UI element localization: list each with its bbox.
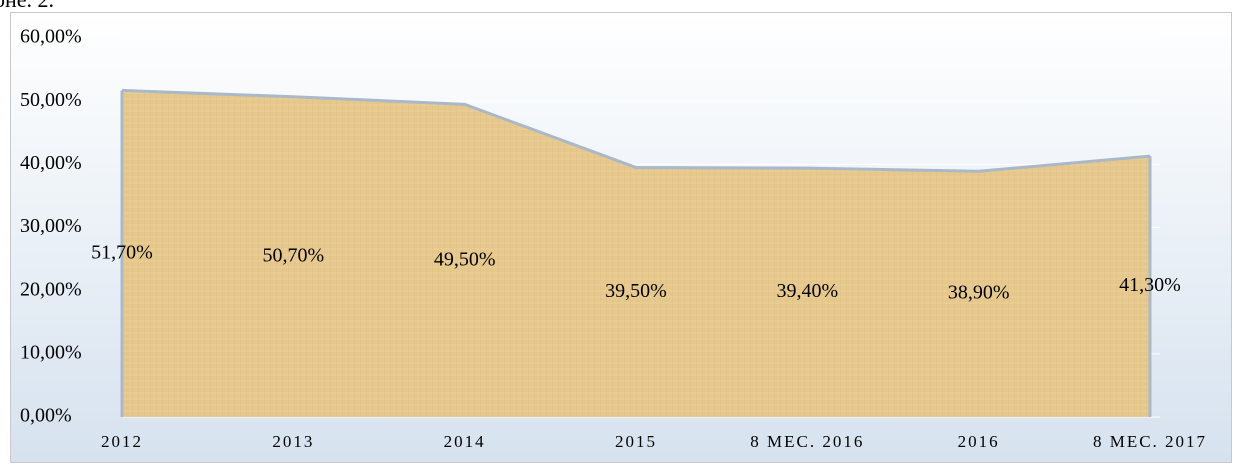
y-tick-label: 60,00%	[20, 26, 82, 48]
plot	[120, 88, 1152, 417]
x-tick-label: 8 MEC. 2017	[1093, 432, 1207, 451]
y-tick-label: 0,00%	[20, 405, 72, 427]
labels: 0,00% 10,00% 20,00% 30,00% 40,00% 50,00% 60,00…	[20, 26, 1207, 451]
x-tick-label: 2012	[101, 432, 143, 451]
value-label: 41,30%	[1119, 274, 1181, 296]
area-edge	[121, 88, 1151, 173]
x-tick-label: 2015	[615, 432, 657, 451]
x-tick-label: 8 MEC. 2016	[750, 432, 864, 451]
y-tick-label: 10,00%	[20, 341, 82, 363]
value-label: 39,50%	[605, 280, 667, 302]
x-tick-label: 2016	[958, 432, 1000, 451]
caption-fragment: оне. 2.	[0, 0, 54, 12]
value-label: 49,50%	[434, 248, 496, 270]
value-label: 50,70%	[262, 244, 324, 266]
value-label: 38,90%	[948, 282, 1010, 304]
y-tick-label: 30,00%	[20, 215, 82, 237]
x-tick-label: 2013	[272, 432, 314, 451]
area-texture	[122, 90, 1150, 417]
value-label: 51,70%	[91, 241, 153, 263]
x-tick-label: 2014	[444, 432, 486, 451]
y-tick-label: 50,00%	[20, 89, 82, 111]
y-tick-label: 40,00%	[20, 152, 82, 174]
y-tick-label: 20,00%	[20, 278, 82, 300]
value-label: 39,40%	[776, 280, 838, 302]
